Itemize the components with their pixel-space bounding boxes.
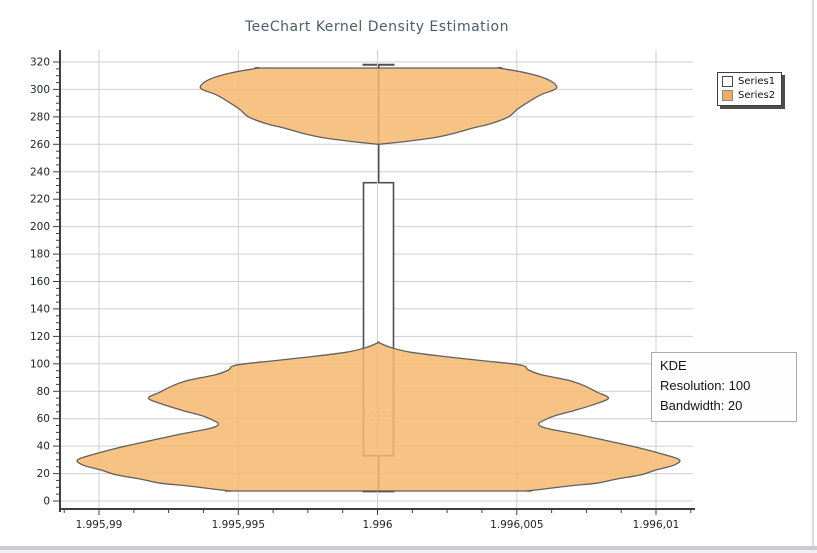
y-axis-tick-label: 320 <box>30 57 50 69</box>
legend-entry-series2[interactable]: Series2 <box>722 90 775 101</box>
y-axis-tick-label: 180 <box>30 249 50 261</box>
y-axis-tick-label: 300 <box>30 84 50 96</box>
x-axis-tick-label: 1.996 <box>362 519 392 531</box>
chart-title: TeeChart Kernel Density Estimation <box>245 19 509 35</box>
x-axis-tick-label: 1.995,99 <box>76 519 123 531</box>
legend-entry-series1[interactable]: Series1 <box>722 76 775 87</box>
y-axis-tick-label: 60 <box>37 413 50 425</box>
x-axis-tick-label: 1.996,005 <box>490 519 543 531</box>
y-axis-tick-label: 20 <box>37 468 50 480</box>
y-axis-tick-label: 80 <box>37 386 50 398</box>
legend-label-series2: Series2 <box>738 90 776 101</box>
annotation-line-resolution: Resolution: 100 <box>660 378 751 393</box>
y-axis-tick-label: 40 <box>37 441 50 453</box>
legend-label-series1: Series1 <box>738 76 776 87</box>
annotation-line-bandwidth: Bandwidth: 20 <box>660 398 743 413</box>
y-axis-tick-label: 240 <box>30 166 50 178</box>
x-axis-tick-label: 1.996,01 <box>633 519 680 531</box>
y-axis-tick-label: 200 <box>30 221 50 233</box>
axes <box>59 50 695 512</box>
y-axis-tick-label: 140 <box>30 303 50 315</box>
legend: Series1 Series2 <box>717 72 783 106</box>
annotation-line-title: KDE <box>660 358 687 373</box>
kde-annotation: KDE Resolution: 100 Bandwidth: 20 <box>651 352 797 422</box>
series1-swatch <box>722 76 733 87</box>
y-axis-tick-label: 0 <box>43 496 50 508</box>
violin-series <box>76 66 681 492</box>
series2-swatch <box>722 90 733 101</box>
panel-right-border <box>812 0 814 546</box>
violin-upper-lobe <box>199 66 558 146</box>
y-axis-tick-label: 120 <box>30 331 50 343</box>
y-axis-tick-label: 160 <box>30 276 50 288</box>
panel-bottom-edge <box>0 550 817 553</box>
y-axis-tick-label: 100 <box>30 358 50 370</box>
violin-lower-lobe <box>76 341 681 492</box>
panel-bottom-bar <box>0 546 817 550</box>
y-axis-tick-label: 280 <box>30 111 50 123</box>
y-axis-tick-label: 220 <box>30 194 50 206</box>
axis-labels: 0 20 40 60 80 100 120 140 160 180 200 220 240 260 280 3… <box>30 57 679 532</box>
y-axis-tick-label: 260 <box>30 139 50 151</box>
axis-ticks <box>53 61 692 515</box>
x-axis-tick-label: 1.995,995 <box>212 519 265 531</box>
